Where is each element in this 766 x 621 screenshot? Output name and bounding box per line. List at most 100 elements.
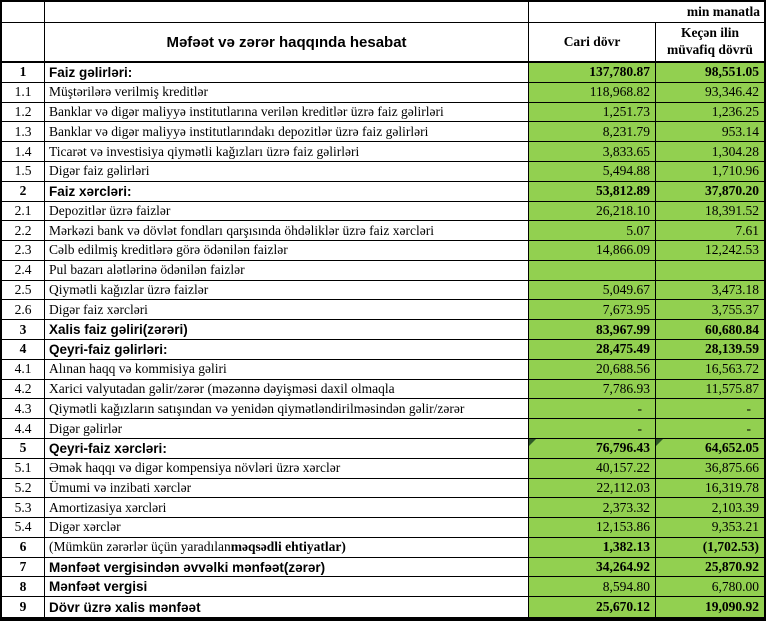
- row-number: 1: [2, 63, 45, 83]
- previous-period-value: 19,090.92: [656, 597, 764, 617]
- table-row: 1.4 Ticarət və investisiya qiymətli kağız…: [2, 142, 764, 162]
- table-row: 5.1 Əmək haqqı və digər kompensiya növlər…: [2, 458, 764, 479]
- table-row: 4 Qeyri-faiz gəlirləri: 28,475.49 28,139.59: [2, 340, 764, 360]
- row-label: Ümumi və inzibati xərclər: [45, 478, 529, 499]
- row-number: 4.4: [2, 419, 45, 439]
- row-number: 5.2: [2, 478, 45, 499]
- column-header-current-period: Cari dövr: [529, 23, 656, 61]
- previous-period-value: 37,870.20: [656, 181, 764, 202]
- previous-period-value: 16,563.72: [656, 359, 764, 380]
- row-number: 4.2: [2, 379, 45, 400]
- row-label: Xalis faiz gəliri(zərəri): [45, 320, 529, 340]
- row-number: 5.1: [2, 458, 45, 479]
- current-period-value: -: [529, 399, 656, 420]
- row-number: 2.2: [2, 221, 45, 242]
- row-number: 1.5: [2, 161, 45, 182]
- previous-period-value: 60,680.84: [656, 320, 764, 340]
- row-number: 1.1: [2, 82, 45, 103]
- row-label: Xarici valyutadan gəlir/zərər (məzənnə d…: [45, 379, 529, 400]
- table-row: 3 Xalis faiz gəliri(zərəri) 83,967.99 60,68…: [2, 320, 764, 340]
- cell-flag-triangle: [529, 438, 536, 446]
- row-label: Ticarət və investisiya qiymətli kağızlar…: [45, 142, 529, 162]
- table-row: 2.2 Mərkəzi bank və dövlət fondları qarşı…: [2, 221, 764, 242]
- previous-period-value: 1,304.28: [656, 142, 764, 162]
- previous-period-value: 36,875.66: [656, 458, 764, 479]
- current-period-value: 20,688.56: [529, 359, 656, 380]
- row-number: 1.3: [2, 122, 45, 143]
- table-row: 1.2 Banklar və digər maliyyə institutları…: [2, 102, 764, 123]
- row-label: Qeyri-faiz gəlirləri:: [45, 340, 529, 360]
- previous-period-value: 12,242.53: [656, 241, 764, 261]
- row-number: 4: [2, 340, 45, 360]
- table-row: 5.2 Ümumi və inzibati xərclər 22,112.03 16,…: [2, 478, 764, 499]
- row-label: Depozitlər üzrə faizlər: [45, 201, 529, 222]
- current-period-value: 1,251.73: [529, 102, 656, 123]
- table-row: 4.4 Digər gəlirlər - -: [2, 419, 764, 439]
- previous-period-value: [656, 260, 764, 281]
- current-period-value: 28,475.49: [529, 340, 656, 360]
- current-period-value: 76,796.43: [529, 438, 656, 459]
- current-period-value: -: [529, 419, 656, 439]
- table-row: 1.5 Digər faiz gəlirləri 5,494.88 1,710.96: [2, 161, 764, 182]
- previous-period-value: 9,353.21: [656, 518, 764, 538]
- row-label: Cəlb edilmiş kreditlərə görə ödənilən fa…: [45, 241, 529, 261]
- previous-period-value: 18,391.52: [656, 201, 764, 222]
- row-label: Mənfəət vergisindən əvvəlki mənfəət(zərə…: [45, 557, 529, 578]
- row-number: 2.3: [2, 241, 45, 261]
- current-period-value: 14,866.09: [529, 241, 656, 261]
- unit-row-number-cell: [2, 2, 45, 22]
- previous-period-value: 16,319.78: [656, 478, 764, 499]
- current-period-value: 34,264.92: [529, 557, 656, 578]
- row-label-strong: məqsədli ehtiyatlar): [230, 539, 346, 555]
- row-number: 6: [2, 537, 45, 558]
- row-number: 1.2: [2, 102, 45, 123]
- row-number: 5.3: [2, 498, 45, 519]
- previous-period-value: 25,870.92: [656, 557, 764, 578]
- table-row: 5.3 Amortizasiya xərcləri 2,373.32 2,103.39: [2, 498, 764, 519]
- table-row: 2.1 Depozitlər üzrə faizlər 26,218.10 18,39…: [2, 201, 764, 222]
- row-label: Müştərilərə verilmiş kreditlər: [45, 82, 529, 103]
- report-title: Məfəət və zərər haqqında hesabat: [45, 23, 529, 61]
- previous-period-value: 6,780.00: [656, 577, 764, 598]
- previous-period-value: 98,551.05: [656, 63, 764, 83]
- row-number: 5.4: [2, 518, 45, 538]
- current-period-value: 3,833.65: [529, 142, 656, 162]
- row-label: (Mümkün zərərlər üçün yaradılan məqsədli…: [45, 537, 529, 558]
- row-label: Banklar və digər maliyyə institutlarına …: [45, 102, 529, 123]
- table-row: 6 (Mümkün zərərlər üçün yaradılan məqsədl…: [2, 537, 764, 558]
- table-row: 1.3 Banklar və digər maliyyə institutları…: [2, 122, 764, 143]
- current-period-value: [529, 260, 656, 281]
- table-row: 1.1 Müştərilərə verilmiş kreditlər 118,968…: [2, 82, 764, 103]
- unit-row: min manatla: [2, 2, 764, 23]
- current-period-value: 1,382.13: [529, 537, 656, 558]
- table-row: 4.1 Alınan haqq və kommisiya gəliri 20,688…: [2, 359, 764, 380]
- table-row: 5.4 Digər xərclər 12,153.86 9,353.21: [2, 518, 764, 538]
- current-period-value: 53,812.89: [529, 181, 656, 202]
- current-period-value: 5,049.67: [529, 280, 656, 301]
- current-period-value: 25,670.12: [529, 597, 656, 617]
- current-period-value: 2,373.32: [529, 498, 656, 519]
- row-label: Qeyri-faiz xərcləri:: [45, 438, 529, 459]
- row-number: 2.6: [2, 300, 45, 321]
- table-row: 4.2 Xarici valyutadan gəlir/zərər (məzənn…: [2, 379, 764, 400]
- previous-period-value: 7.61: [656, 221, 764, 242]
- table-row: 5 Qeyri-faiz xərcləri: 76,796.43 64,652.05: [2, 438, 764, 459]
- unit-label: min manatla: [686, 4, 760, 19]
- row-label: Dövr üzrə xalis mənfəət: [45, 597, 529, 617]
- row-number: 2.4: [2, 260, 45, 281]
- table-row: 9 Dövr üzrə xalis mənfəət 25,670.12 19,090.…: [2, 597, 764, 617]
- table-row: 2.5 Qiymətli kağızlar üzrə faizlər 5,049.6…: [2, 280, 764, 301]
- previous-period-value: 1,710.96: [656, 161, 764, 182]
- previous-period-value: 3,473.18: [656, 280, 764, 301]
- current-period-value: 40,157.22: [529, 458, 656, 479]
- row-label: Əmək haqqı və digər kompensiya növləri ü…: [45, 458, 529, 479]
- current-period-value: 5,494.88: [529, 161, 656, 182]
- row-label: Faiz gəlirləri:: [45, 63, 529, 83]
- unit-row-spacer-cell: [45, 2, 529, 22]
- previous-period-value: 3,755.37: [656, 300, 764, 321]
- previous-period-value: 64,652.05: [656, 438, 764, 459]
- row-number: 7: [2, 557, 45, 578]
- row-number: 4.1: [2, 359, 45, 380]
- current-period-value: 5.07: [529, 221, 656, 242]
- previous-period-value: 1,236.25: [656, 102, 764, 123]
